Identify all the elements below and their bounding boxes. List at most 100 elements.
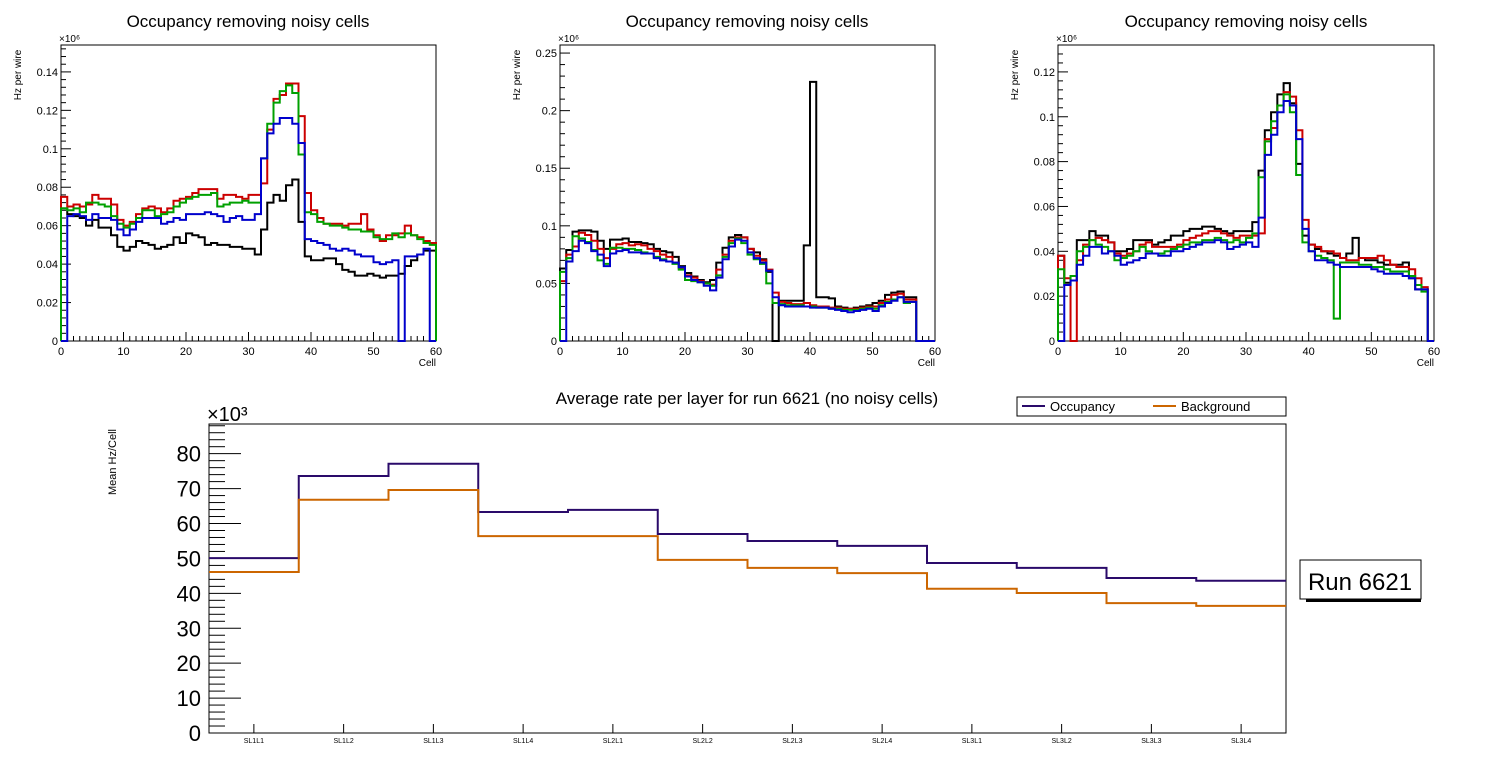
y-axis-label: Hz per wire — [1010, 49, 1021, 100]
y-multiplier: ×10⁶ — [59, 34, 80, 45]
chart-title: Occupancy removing noisy cells — [626, 12, 869, 31]
y-axis-label: Hz per wire — [512, 49, 523, 100]
y-tick-label: 70 — [177, 477, 201, 502]
x-tick-label: 60 — [1428, 346, 1440, 358]
y-multiplier: ×10⁶ — [1056, 34, 1077, 45]
x-tick-label: 40 — [305, 346, 317, 358]
plot-frame — [208, 423, 1287, 734]
x-tick-label: 50 — [1365, 346, 1377, 358]
x-tick-label: SL3L4 — [1231, 738, 1251, 745]
series-green — [60, 84, 437, 341]
x-axis-label: Cell — [1417, 358, 1434, 369]
y-tick-label: 0.02 — [37, 298, 58, 310]
y-tick-label: 0.1 — [1040, 112, 1055, 124]
legend-label-background: Background — [1181, 399, 1250, 414]
x-tick-label: SL3L1 — [962, 738, 982, 745]
series-black — [1057, 82, 1434, 342]
x-tick-label: 60 — [430, 346, 442, 358]
x-tick-label: 20 — [180, 346, 192, 358]
y-tick-label: 0.1 — [43, 144, 58, 156]
y-tick-label: 0.05 — [536, 278, 557, 290]
series-blue — [1058, 100, 1434, 342]
x-tick-label: SL2L2 — [693, 738, 713, 745]
chart-title: Occupancy removing noisy cells — [127, 12, 370, 31]
x-tick-label: 40 — [1303, 346, 1315, 358]
x-tick-label: 30 — [1240, 346, 1252, 358]
y-tick-label: 0.12 — [37, 105, 58, 117]
plot-frame — [1057, 44, 1435, 342]
x-tick-label: SL1L3 — [423, 738, 443, 745]
y-tick-label: 0.2 — [542, 106, 557, 118]
legend-box — [1016, 396, 1287, 417]
y-tick-label: 0.08 — [1034, 157, 1055, 169]
x-tick-label: 10 — [117, 346, 129, 358]
x-tick-label: 50 — [866, 346, 878, 358]
x-tick-label: SL3L3 — [1141, 738, 1161, 745]
plot-frame — [559, 44, 936, 342]
y-axis-label: Hz per wire — [13, 49, 24, 100]
legend: Occupancy Background — [1016, 396, 1287, 417]
y-tick-label: 20 — [177, 651, 201, 676]
x-axis-label: Cell — [918, 358, 935, 369]
y-tick-label: 0.06 — [37, 221, 58, 233]
y-tick-label: 0.04 — [1034, 246, 1055, 258]
x-tick-label: 30 — [741, 346, 753, 358]
x-tick-label: SL3L2 — [1052, 738, 1072, 745]
x-tick-label: 10 — [616, 346, 628, 358]
histogram-panel-1: Occupancy removing noisy cells 0 10 20 30 40 5… — [13, 12, 442, 369]
annotation-box — [1299, 559, 1422, 600]
x-axis-label: Cell — [419, 358, 436, 369]
series-red — [1057, 91, 1434, 342]
x-tick-label: 30 — [242, 346, 254, 358]
y-axis-label: Mean Hz/Cell — [107, 429, 119, 495]
x-tick-label: SL2L4 — [872, 738, 892, 745]
x-tick-label: SL2L1 — [603, 738, 623, 745]
y-tick-label: 0.14 — [37, 67, 58, 79]
x-tick-label: 20 — [679, 346, 691, 358]
x-tick-label: SL1L1 — [244, 738, 264, 745]
y-tick-label: 0.06 — [1034, 201, 1055, 213]
layer-rate-panel: Average rate per layer for run 6621 (no … — [107, 389, 1422, 746]
series-blue — [61, 117, 436, 342]
annotation-text: Run 6621 — [1308, 569, 1412, 596]
annotation-shadow — [1306, 598, 1421, 602]
chart-title: Average rate per layer for run 6621 (no … — [556, 389, 938, 408]
y-tick-label: 10 — [177, 686, 201, 711]
x-tick-label: 50 — [367, 346, 379, 358]
x-tick-label: 40 — [804, 346, 816, 358]
plot-frame — [60, 44, 437, 342]
legend-label-occupancy: Occupancy — [1050, 399, 1116, 414]
y-tick-label: 0.25 — [536, 48, 557, 60]
histogram-panel-2: Occupancy removing noisy cells 0 10 20 30 40 5… — [512, 12, 941, 369]
series-occupancy — [209, 462, 1286, 582]
y-tick-label: 60 — [177, 512, 201, 537]
x-tick-label: SL2L3 — [782, 738, 802, 745]
y-multiplier: ×10³ — [207, 404, 248, 426]
y-tick-label: 50 — [177, 546, 201, 571]
y-tick-label: 0 — [189, 721, 201, 746]
x-tick-label: 0 — [1055, 346, 1061, 358]
series-blue — [560, 238, 935, 342]
y-tick-label: 0.02 — [1034, 291, 1055, 303]
series-black — [60, 178, 437, 341]
y-tick-label: 0.12 — [1034, 67, 1055, 79]
x-tick-label: 0 — [557, 346, 563, 358]
histogram-panel-3: Occupancy removing noisy cells 0 10 20 30 40 5… — [1010, 12, 1440, 369]
y-tick-label: 40 — [177, 581, 201, 606]
x-tick-label: 60 — [929, 346, 941, 358]
x-tick-label: SL1L4 — [513, 738, 533, 745]
series-green — [1057, 93, 1434, 342]
chart-title: Occupancy removing noisy cells — [1125, 12, 1368, 31]
y-tick-label: 0.1 — [542, 221, 557, 233]
series-background — [209, 488, 1286, 607]
run-annotation: Run 6621 — [1299, 559, 1422, 602]
y-tick-label: 0 — [1049, 336, 1055, 348]
series-red — [60, 82, 437, 341]
y-tick-label: 0.15 — [536, 163, 557, 175]
y-multiplier: ×10⁶ — [558, 34, 579, 45]
x-tick-label: SL1L2 — [334, 738, 354, 745]
x-tick-label: 10 — [1115, 346, 1127, 358]
y-tick-label: 0 — [52, 336, 58, 348]
y-tick-label: 80 — [177, 442, 201, 467]
